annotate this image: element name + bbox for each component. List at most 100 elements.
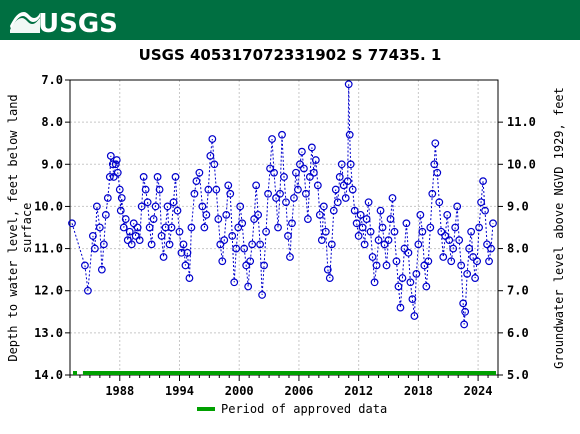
data-point [88,232,97,240]
data-point [362,215,371,223]
data-point [426,223,435,232]
data-point [378,223,387,232]
series-connector [71,84,494,325]
legend-label: Period of approved data [221,402,387,416]
data-point [467,227,476,236]
data-point [311,156,320,164]
data-point [296,160,304,169]
x-axis: 1988 1994 2000 2006 2012 2018 2024 [69,375,499,398]
data-point [460,320,469,329]
data-point [212,185,221,194]
data-point [331,185,340,194]
data-point [424,257,433,266]
data-point [335,173,344,181]
data-point [360,240,369,249]
data-point [276,189,284,198]
left-tick-label: 10.0 [34,199,63,213]
data-point [284,232,292,240]
x-tick-label: 2012 [344,384,373,398]
data-point [222,210,231,219]
left-axis: 7.0 8.0 9.0 10.0 11.0 12.0 13.0 14.0 [34,73,70,382]
data-point [392,257,401,266]
data-point [481,206,489,215]
data-point [430,160,439,169]
data-point [159,253,168,261]
data-point [228,232,237,240]
right-axis-label: Groundwater level above NGVD 1929, feet [552,87,566,369]
data-point [323,265,332,274]
left-tick-label: 14.0 [34,368,63,382]
data-point [420,261,429,270]
data-point [457,261,466,270]
data-point [155,185,164,194]
data-point [441,232,450,240]
data-point [282,198,290,207]
data-point [204,185,213,194]
data-point [101,210,110,219]
data-point [339,181,348,190]
data-point [453,202,462,211]
data-point [408,295,417,304]
data-point [185,274,194,282]
data-point [121,215,130,223]
data-point [68,219,76,228]
data-point [469,253,478,261]
left-axis-label-line2: surface [20,203,34,254]
data-point [439,253,448,261]
data-point [125,227,134,236]
x-tick-label: 1994 [165,384,194,398]
data-point [301,189,310,198]
data-point [200,223,209,232]
data-point [483,240,491,249]
left-tick-label: 7.0 [41,73,63,87]
right-axis: 5.0 6.0 7.0 8.0 9.0 10.0 11.0 [498,115,536,382]
data-point [161,223,170,232]
data-point [113,168,122,177]
data-point [280,173,288,181]
data-point [171,173,180,181]
data-point [226,189,235,198]
data-point [106,151,115,160]
data-point [117,194,126,202]
data-point [179,240,188,249]
data-point [431,139,440,148]
data-point [165,240,174,249]
data-point [220,236,229,245]
data-point [303,215,312,223]
data-point [437,227,446,236]
data-point [414,240,423,249]
data-point [214,215,223,223]
data-point [202,210,211,219]
data-point [348,185,357,194]
left-tick-label: 13.0 [34,326,63,340]
right-tick-label: 10.0 [507,157,536,171]
data-point [103,194,112,202]
data-point [109,173,118,181]
data-point [216,240,225,249]
data-point [428,189,437,198]
data-point [449,244,458,253]
data-point [388,194,397,202]
data-point [254,210,263,219]
data-point [115,185,124,194]
data-point [313,181,322,190]
data-point [307,143,316,152]
data-point [406,278,415,287]
data-point [252,181,261,190]
data-point [321,227,330,236]
data-point [341,194,350,202]
data-point [435,198,444,207]
data-point [123,236,132,245]
data-point [329,206,338,215]
data-point [90,244,99,253]
data-point [137,202,146,211]
data-point [390,227,399,236]
data-point [372,261,381,270]
data-point [412,269,421,278]
data-point [489,219,497,228]
data-point [195,168,204,177]
data-point [177,248,186,257]
data-point [380,240,389,249]
